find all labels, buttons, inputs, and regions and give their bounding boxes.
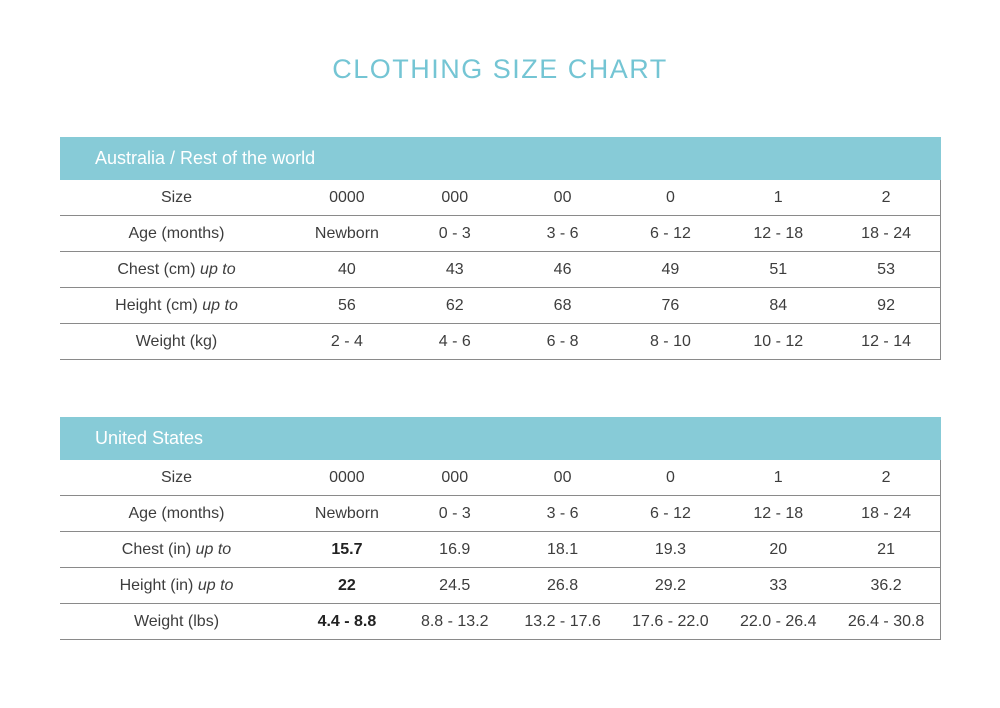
value-cell: 56 <box>338 296 356 314</box>
value-cell: 68 <box>553 296 572 314</box>
value-cell: 00 <box>553 188 572 206</box>
table-row: Height (in) up to 22 24.5 26.8 29.2 33 36.2 <box>60 568 940 604</box>
value-cell: 22 <box>338 576 356 594</box>
value-cell: Newborn <box>314 224 379 242</box>
region-header-bar: United States <box>60 417 941 460</box>
row-label: Weight (lbs) <box>133 612 220 630</box>
table-row: Age (months) Newborn 0 - 3 3 - 6 6 - 12 12 - … <box>60 496 940 532</box>
size-table-section: Australia / Rest of the world Size 0000 00… <box>60 137 941 360</box>
value-cell: 12 - 18 <box>753 504 804 522</box>
value-cell: 16.9 <box>439 540 471 558</box>
value-cell: 8 - 10 <box>649 332 691 350</box>
value-cell: 8.8 - 13.2 <box>420 612 489 630</box>
value-cell: 0000 <box>329 468 365 486</box>
value-cell: 3 - 6 <box>546 504 579 522</box>
value-cell: 3 - 6 <box>546 224 579 242</box>
row-label-suffix: up to <box>193 576 234 594</box>
table-row: Chest (cm) up to 40 43 46 49 51 53 <box>60 252 940 288</box>
value-cell: 6 - 8 <box>546 332 579 350</box>
value-cell: 0 <box>665 468 675 486</box>
row-label: Weight (kg) <box>135 332 218 350</box>
table-row: Age (months) Newborn 0 - 3 3 - 6 6 - 12 12 - … <box>60 216 940 252</box>
value-cell: 1 <box>773 468 783 486</box>
value-cell: 17.6 - 22.0 <box>632 612 709 630</box>
value-cell: 53 <box>877 260 895 278</box>
value-cell: 12 - 14 <box>861 332 911 350</box>
table-row: Height (cm) up to 56 62 68 76 84 92 <box>60 288 940 324</box>
value-cell: 13.2 - 17.6 <box>524 612 601 630</box>
table-body: Size 0000 000 00 0 1 2 Age (months) Newborn 0 - 3… <box>60 180 941 360</box>
value-cell: 6 - 12 <box>649 504 691 522</box>
size-table-section: United States Size 0000 000 00 0 1 2 Age (month… <box>60 417 941 640</box>
value-cell: 20 <box>769 540 788 558</box>
value-cell: 36.2 <box>870 576 902 594</box>
value-cell: 62 <box>445 296 464 314</box>
region-header-bar: Australia / Rest of the world <box>60 137 941 180</box>
value-cell: 18 - 24 <box>861 224 911 242</box>
value-cell: 10 - 12 <box>753 332 804 350</box>
page-title: CLOTHING SIZE CHART <box>332 54 668 84</box>
row-label: Height (cm) up to <box>115 296 238 314</box>
value-cell: 2 <box>881 468 891 486</box>
value-cell: 0 - 3 <box>438 224 471 242</box>
row-label-suffix: up to <box>195 260 236 278</box>
value-cell: 000 <box>441 188 469 206</box>
row-label: Height (in) up to <box>119 576 234 594</box>
value-cell: 6 - 12 <box>649 224 691 242</box>
value-cell: 15.7 <box>331 540 363 558</box>
value-cell: 84 <box>769 296 788 314</box>
value-cell: 1 <box>773 188 783 206</box>
value-cell: 00 <box>553 468 572 486</box>
value-cell: 92 <box>877 296 895 314</box>
value-cell: 2 <box>881 188 891 206</box>
value-cell: 18 - 24 <box>861 504 911 522</box>
row-label: Chest (cm) up to <box>117 260 236 278</box>
row-label-suffix: up to <box>191 540 232 558</box>
value-cell: 26.8 <box>547 576 579 594</box>
table-body: Size 0000 000 00 0 1 2 Age (months) Newborn 0 - 3… <box>60 460 941 640</box>
value-cell: 26.4 - 30.8 <box>847 612 925 630</box>
row-label: Age (months) <box>128 504 225 522</box>
row-label-suffix: up to <box>197 296 238 314</box>
row-label: Age (months) <box>128 224 225 242</box>
value-cell: Newborn <box>314 504 379 522</box>
table-row: Weight (lbs) 4.4 - 8.8 8.8 - 13.2 13.2 - 17… <box>60 604 940 640</box>
row-label: Size <box>160 188 193 206</box>
value-cell: 19.3 <box>654 540 686 558</box>
value-cell: 40 <box>338 260 356 278</box>
table-row: Weight (kg) 2 - 4 4 - 6 6 - 8 8 - 10 10 - 12 1… <box>60 324 940 360</box>
value-cell: 0 <box>665 188 675 206</box>
value-cell: 33 <box>769 576 788 594</box>
value-cell: 4 - 6 <box>438 332 471 350</box>
table-row: Size 0000 000 00 0 1 2 <box>60 180 940 216</box>
value-cell: 43 <box>445 260 464 278</box>
table-row: Size 0000 000 00 0 1 2 <box>60 460 940 496</box>
value-cell: 22.0 - 26.4 <box>739 612 817 630</box>
value-cell: 0000 <box>329 188 365 206</box>
value-cell: 76 <box>661 296 680 314</box>
row-label: Size <box>160 468 193 486</box>
value-cell: 2 - 4 <box>330 332 363 350</box>
value-cell: 29.2 <box>654 576 686 594</box>
value-cell: 49 <box>661 260 680 278</box>
row-label: Chest (in) up to <box>121 540 232 558</box>
value-cell: 51 <box>769 260 788 278</box>
value-cell: 21 <box>877 540 895 558</box>
value-cell: 24.5 <box>439 576 471 594</box>
value-cell: 000 <box>441 468 469 486</box>
value-cell: 46 <box>553 260 572 278</box>
value-cell: 4.4 - 8.8 <box>317 612 377 630</box>
value-cell: 12 - 18 <box>753 224 804 242</box>
table-row: Chest (in) up to 15.7 16.9 18.1 19.3 20 21 <box>60 532 940 568</box>
value-cell: 0 - 3 <box>438 504 471 522</box>
value-cell: 18.1 <box>547 540 579 558</box>
